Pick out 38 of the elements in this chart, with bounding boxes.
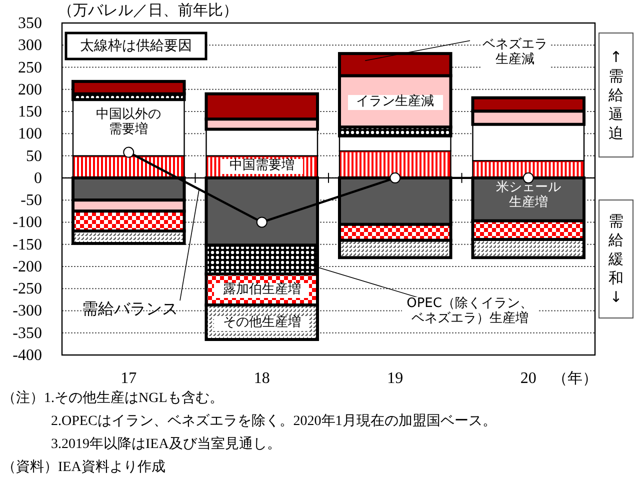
y-axis-title: （万バレル／日、前年比） xyxy=(58,2,238,19)
y-tick-label: -50 xyxy=(20,192,42,210)
text: 2.OPECはイラン、ベネズエラを除く。2020年1月現在の加盟国ベース。 xyxy=(51,413,496,429)
y-tick-label: 300 xyxy=(18,37,42,54)
series-label: その他生産増 xyxy=(214,314,310,331)
y-tick-label: 200 xyxy=(18,81,42,98)
text: （資料）IEA資料より作成 xyxy=(2,459,166,475)
x-tick-label: 18 xyxy=(254,370,270,387)
x-tick-label: 19 xyxy=(387,370,404,387)
text: ベネズエラ生産減 xyxy=(480,36,550,68)
y-tick-label: -400 xyxy=(12,347,42,364)
y-tick-label: -100 xyxy=(12,214,42,232)
x-axis-title: （年） xyxy=(552,370,598,387)
y-tick-label: -150 xyxy=(12,236,42,254)
series-label: 中国以外の需要増 xyxy=(96,106,162,138)
y-tick-label: 250 xyxy=(18,59,42,76)
x-tick-label: 20 xyxy=(520,370,536,387)
text: ↑需給逼迫 xyxy=(608,48,624,142)
y-tick-label: 50 xyxy=(26,148,42,165)
annotation: 太線枠は供給要因 xyxy=(80,38,192,54)
x-tick-label: 17 xyxy=(120,370,137,387)
y-tick-label: 100 xyxy=(18,126,42,143)
y-tick-label: -200 xyxy=(12,258,42,276)
text: （注）1.その他生産はNGLも含む。 xyxy=(2,390,224,406)
series-label: 米シェール生産増 xyxy=(496,180,561,210)
text: 3.2019年以降はIEA及び当室見通し。 xyxy=(51,436,281,452)
y-tick-label: -250 xyxy=(12,280,42,298)
series-label: 露加伯生産増 xyxy=(214,282,310,298)
y-tick-label: 0 xyxy=(34,170,42,187)
text: 需給緩和↓ xyxy=(608,212,624,306)
y-tick-label: 150 xyxy=(18,104,42,121)
series-label: 中国需要増 xyxy=(220,158,303,174)
y-tick-label: -300 xyxy=(12,302,42,320)
series-label: イラン生産減 xyxy=(348,94,443,110)
text: 需給バランス xyxy=(81,298,179,318)
text: OPEC（除くイラン、ベネズエラ）生産増 xyxy=(402,296,538,326)
y-tick-label: 350 xyxy=(18,15,42,32)
y-tick-label: -350 xyxy=(12,324,42,342)
